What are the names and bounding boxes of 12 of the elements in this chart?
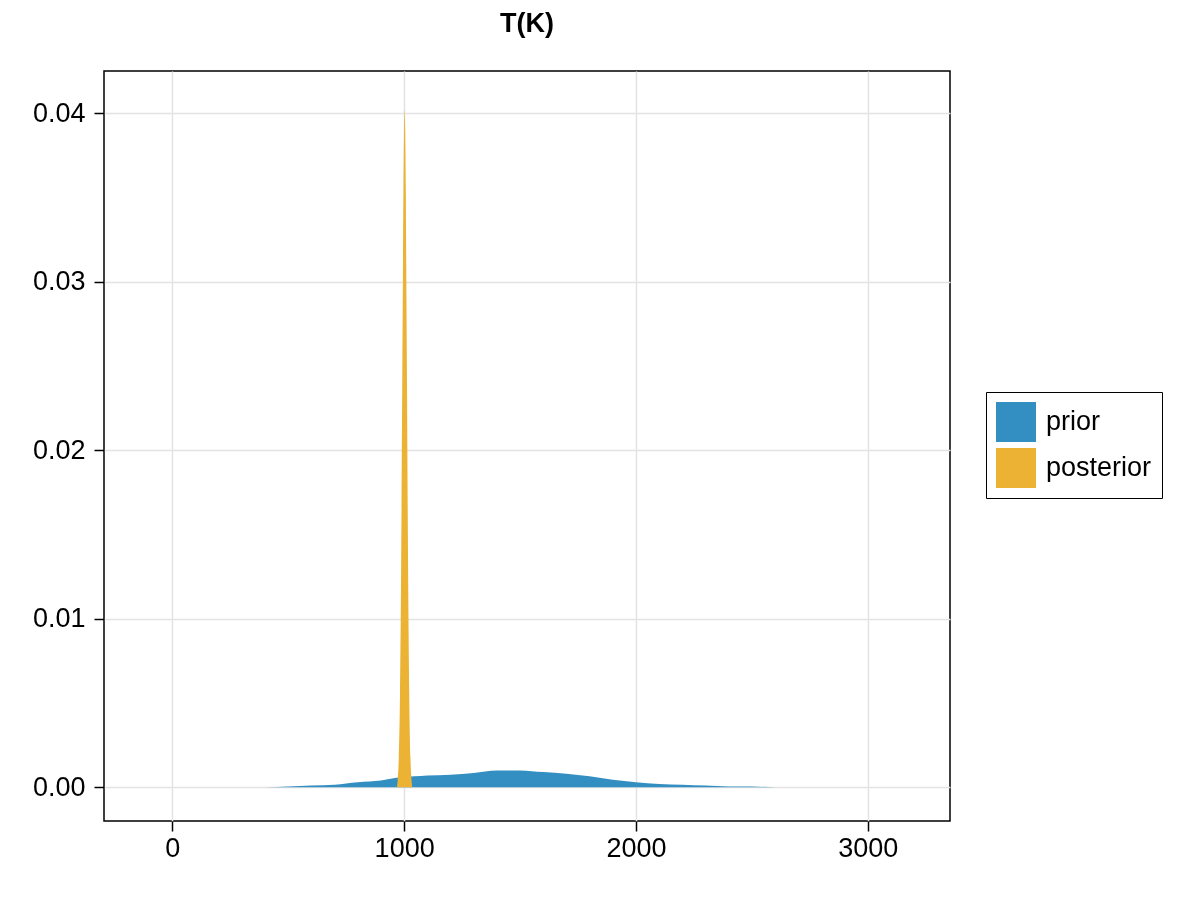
x-tick-label: 0 <box>165 832 181 863</box>
chart-title: T(K) <box>500 8 554 38</box>
legend-label: prior <box>1046 406 1101 436</box>
x-tick-label: 2000 <box>606 832 667 863</box>
x-tick-label: 1000 <box>374 832 435 863</box>
y-tick-label: 0.04 <box>32 97 86 128</box>
y-tick-label: 0.00 <box>32 771 86 802</box>
y-tick-label: 0.01 <box>32 603 86 634</box>
legend-label: posterior <box>1046 452 1152 482</box>
y-tick-label: 0.02 <box>32 434 86 465</box>
x-tick-label: 3000 <box>838 832 899 863</box>
y-tick-label: 0.03 <box>32 266 86 297</box>
